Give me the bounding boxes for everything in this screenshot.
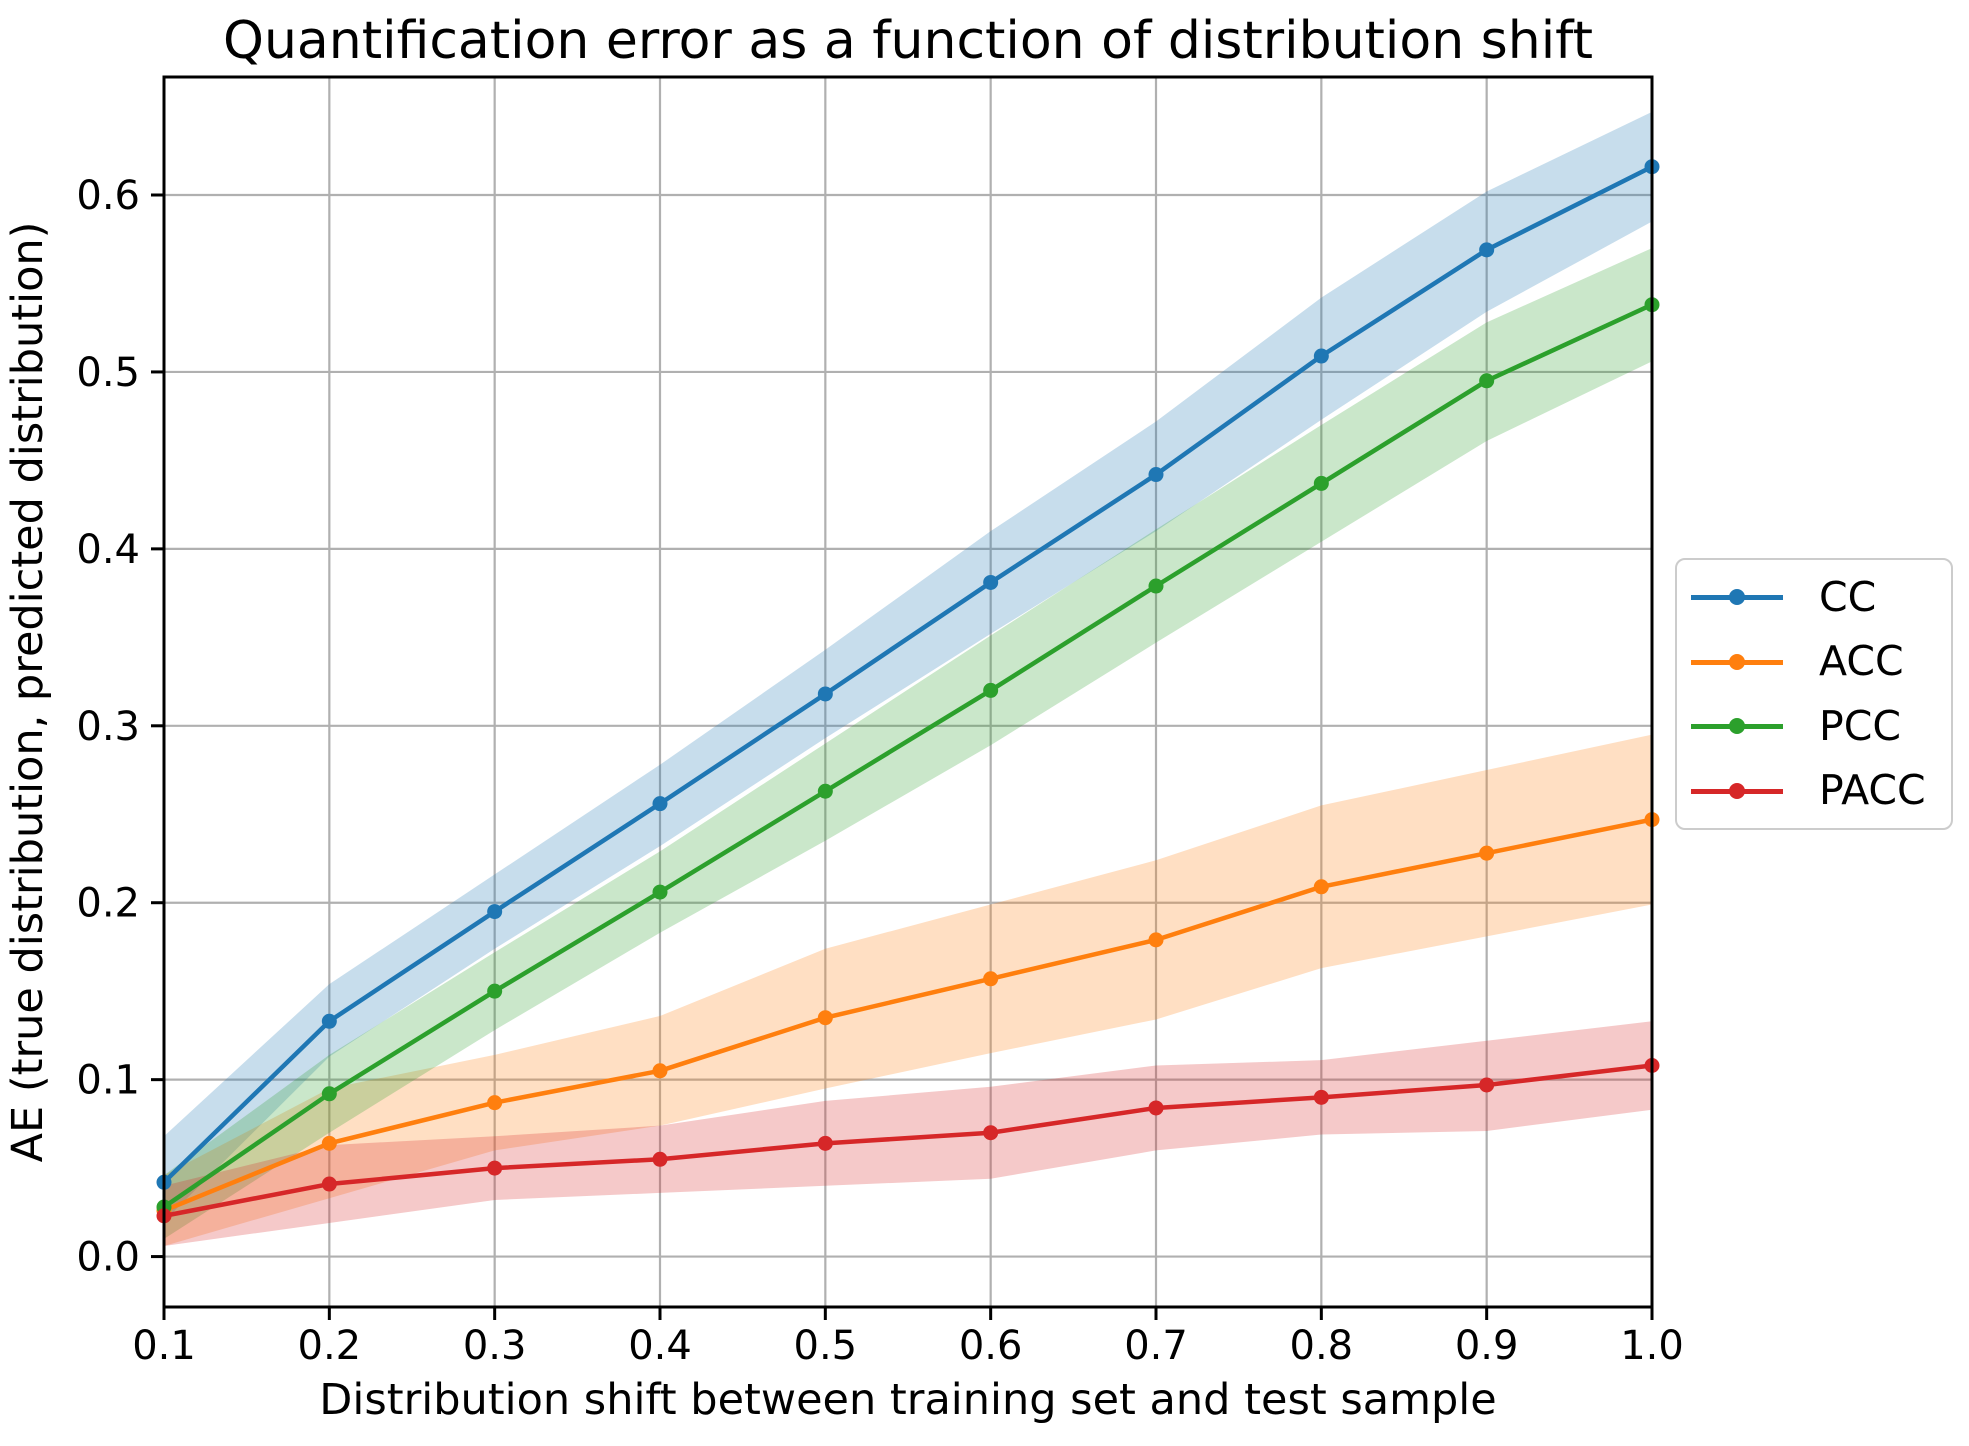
series-PCC-line <box>161 302 1655 1210</box>
x-tick-label-0.4: 0.4 <box>628 1323 692 1369</box>
series-ACC-point-0.6 <box>983 971 999 987</box>
legend-line-icon <box>1691 717 1783 735</box>
series-CC-point-0.8 <box>1313 348 1329 364</box>
y-tick-label-0.3: 0.3 <box>76 704 140 750</box>
series-PACC-point-0.9 <box>1479 1077 1495 1093</box>
x-tick-label-0.1: 0.1 <box>132 1323 196 1369</box>
series-CC-band <box>164 111 1652 1222</box>
confidence-bands <box>164 111 1652 1246</box>
legend-line-icon <box>1691 782 1783 800</box>
legend-line-icon <box>1691 653 1783 671</box>
legend-label: ACC <box>1819 637 1904 686</box>
series-PACC-line <box>161 1063 1655 1219</box>
series-lines <box>156 159 1660 1224</box>
series-CC-point-0.6 <box>983 574 999 590</box>
legend: CC ACC PCC PACC <box>1675 558 1953 830</box>
series-PACC-point-0.8 <box>1313 1089 1329 1105</box>
series-CC-point-0.4 <box>652 796 668 812</box>
series-ACC-point-0.9 <box>1479 845 1495 861</box>
series-CC-line <box>161 164 1655 1185</box>
series-CC-point-0.5 <box>817 686 833 702</box>
series-PCC-point-0.6 <box>983 682 999 698</box>
series-ACC-point-0.7 <box>1148 932 1164 948</box>
x-tick-label-0.3: 0.3 <box>463 1323 527 1369</box>
x-tick-label-1.0: 1.0 <box>1620 1323 1684 1369</box>
series-ACC-point-0.4 <box>652 1063 668 1079</box>
y-tick-label-0.2: 0.2 <box>76 881 140 927</box>
tick-labels: 0.1 0.2 0.3 0.4 0.5 0.6 0.7 0.8 0.9 1.0 0.0 0.1 0.2 0… <box>76 173 1683 1369</box>
series-PACC-band <box>164 1021 1652 1246</box>
y-tick-label-0.0: 0.0 <box>76 1235 140 1281</box>
axes-spines <box>162 75 1654 1309</box>
y-axis-label: AE (true distribution, predicted distrib… <box>3 222 53 1163</box>
series-PCC-point-0.5 <box>817 783 833 799</box>
legend-item-PCC: PCC <box>1677 695 1951 757</box>
series-PCC-point-0.4 <box>652 884 668 900</box>
legend-line-icon <box>1691 588 1783 606</box>
series-PACC-point-0.2 <box>321 1176 337 1192</box>
series-CC-point-0.7 <box>1148 467 1164 483</box>
series-ACC-point-0.5 <box>817 1010 833 1026</box>
series-ACC-point-0.3 <box>487 1095 503 1111</box>
series-PACC-point-0.7 <box>1148 1100 1164 1116</box>
legend-label: PACC <box>1819 766 1926 815</box>
y-tick-label-0.5: 0.5 <box>76 350 140 396</box>
series-ACC-line <box>161 817 1655 1213</box>
x-tick-label-0.5: 0.5 <box>794 1323 858 1369</box>
x-tick-label-0.9: 0.9 <box>1455 1323 1519 1369</box>
legend-item-ACC: ACC <box>1677 631 1951 693</box>
plot-border <box>162 75 1654 1309</box>
series-CC-point-0.9 <box>1479 242 1495 258</box>
x-tick-label-0.6: 0.6 <box>959 1323 1023 1369</box>
series-PCC-point-0.9 <box>1479 373 1495 389</box>
series-PCC-point-0.2 <box>321 1086 337 1102</box>
series-ACC-point-0.8 <box>1313 879 1329 895</box>
series-ACC-band <box>164 734 1652 1246</box>
series-CC-point-0.2 <box>321 1013 337 1029</box>
chart-title: Quantification error as a function of di… <box>223 11 1593 71</box>
x-tick-label-0.2: 0.2 <box>298 1323 362 1369</box>
series-PCC-band <box>164 248 1652 1239</box>
x-tick-label-0.7: 0.7 <box>1124 1323 1188 1369</box>
axis-ticks <box>151 193 1654 1320</box>
series-PCC-point-0.7 <box>1148 578 1164 594</box>
series-PACC-point-0.3 <box>487 1160 503 1176</box>
legend-item-CC: CC <box>1677 566 1951 628</box>
series-PACC-point-0.4 <box>652 1151 668 1167</box>
y-tick-label-0.4: 0.4 <box>76 527 140 573</box>
series-PCC-point-0.3 <box>487 983 503 999</box>
series-PCC-point-0.8 <box>1313 475 1329 491</box>
series-ACC-point-0.2 <box>321 1135 337 1151</box>
y-tick-label-0.6: 0.6 <box>76 173 140 219</box>
legend-label: PCC <box>1819 701 1901 750</box>
x-axis-label: Distribution shift between training set … <box>319 1375 1496 1425</box>
legend-label: CC <box>1819 572 1877 621</box>
series-CC-point-0.3 <box>487 904 503 920</box>
series-PACC-point-0.6 <box>983 1125 999 1141</box>
x-tick-label-0.8: 0.8 <box>1290 1323 1354 1369</box>
y-tick-label-0.1: 0.1 <box>76 1058 140 1104</box>
series-PACC-point-0.5 <box>817 1135 833 1151</box>
legend-item-PACC: PACC <box>1677 760 1951 822</box>
